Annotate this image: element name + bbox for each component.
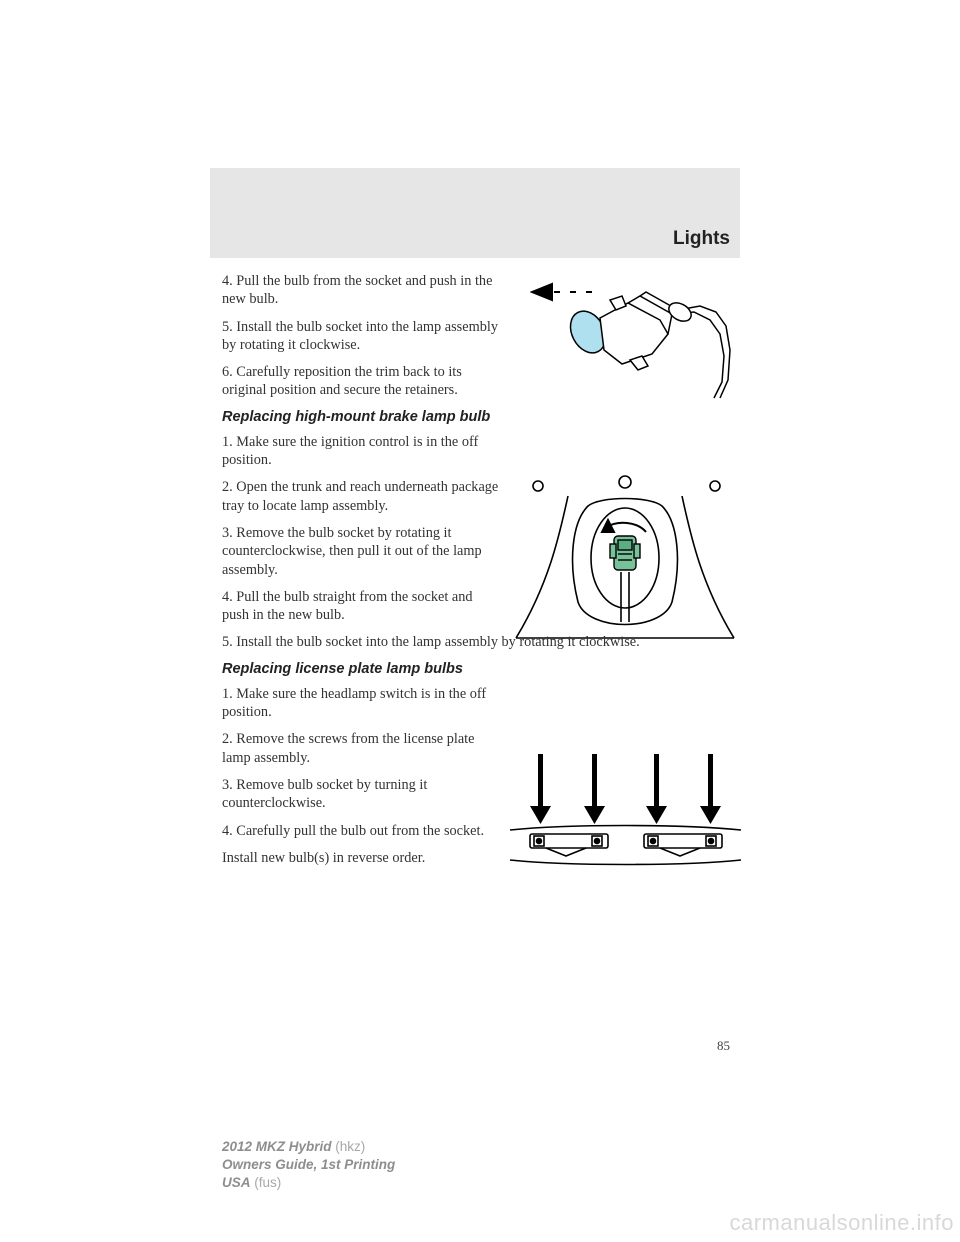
s1-step4: 4. Pull the bulb from the socket and pus…	[222, 272, 502, 309]
s3-step2: 2. Remove the screws from the license pl…	[222, 730, 502, 767]
s1-step5: 5. Install the bulb socket into the lamp…	[222, 318, 502, 355]
s2-step5: 5. Install the bulb socket into the lamp…	[222, 633, 734, 651]
s3-step5: Install new bulb(s) in reverse order.	[222, 849, 502, 867]
footer-line1: 2012 MKZ Hybrid (hkz)	[222, 1138, 395, 1156]
footer-block: 2012 MKZ Hybrid (hkz) Owners Guide, 1st …	[222, 1138, 395, 1193]
heading-license-plate: Replacing license plate lamp bulbs	[222, 661, 734, 677]
s2-step4: 4. Pull the bulb straight from the socke…	[222, 588, 502, 625]
s3-step3: 3. Remove bulb socket by turning it coun…	[222, 776, 502, 813]
section-header: Lights	[673, 228, 730, 250]
footer-region-code: (fus)	[254, 1175, 281, 1190]
page-container: Lights	[0, 0, 960, 1242]
s3-step1: 1. Make sure the headlamp switch is in t…	[222, 685, 502, 722]
footer-model-code: (hkz)	[335, 1139, 365, 1154]
watermark-text: carmanualsonline.info	[729, 1210, 954, 1236]
content-area: 4. Pull the bulb from the socket and pus…	[222, 272, 734, 876]
s2-step3: 3. Remove the bulb socket by rotating it…	[222, 524, 502, 579]
heading-brake-lamp: Replacing high-mount brake lamp bulb	[222, 409, 734, 425]
footer-line3: USA (fus)	[222, 1174, 395, 1192]
s1-step6: 6. Carefully reposition the trim back to…	[222, 363, 502, 400]
header-gray-bar	[210, 168, 740, 258]
footer-model: 2012 MKZ Hybrid	[222, 1139, 332, 1154]
footer-guide: Owners Guide, 1st Printing	[222, 1156, 395, 1174]
s2-step1: 1. Make sure the ignition control is in …	[222, 433, 502, 470]
footer-region: USA	[222, 1175, 251, 1190]
page-number: 85	[717, 1038, 730, 1054]
s2-step2: 2. Open the trunk and reach underneath p…	[222, 478, 502, 515]
s3-step4: 4. Carefully pull the bulb out from the …	[222, 822, 502, 840]
